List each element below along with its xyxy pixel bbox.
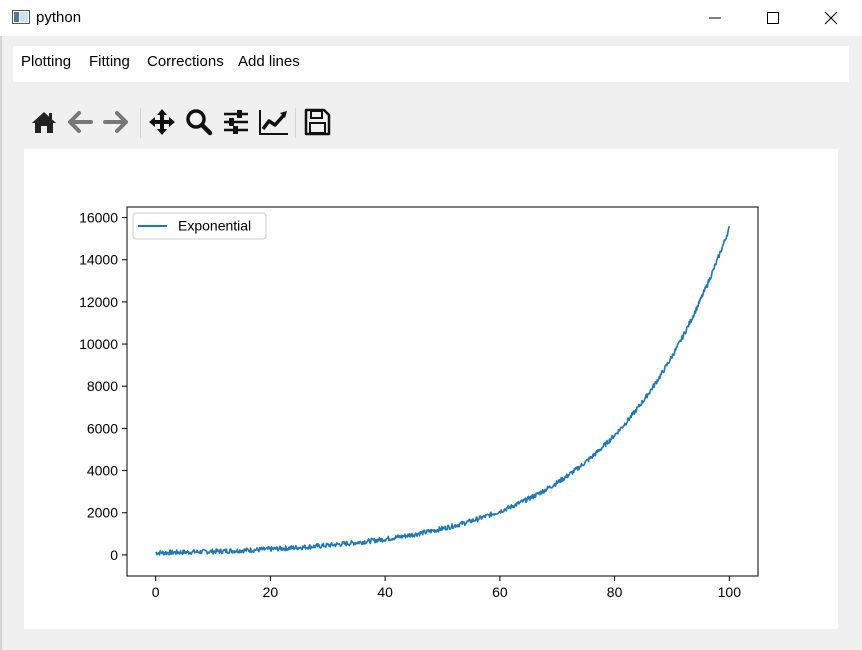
window-border [0,36,2,650]
save-icon [304,108,331,136]
menu-bar: Plotting Fitting Corrections Add lines [13,46,849,82]
y-tick-label: 2000 [87,505,118,521]
legend: Exponential [132,212,267,240]
y-tick-label: 8000 [87,378,118,394]
minimize-icon [709,17,721,19]
y-tick-label: 0 [110,547,118,563]
y-tick-label: 14000 [79,252,118,268]
y-tick-label: 12000 [79,294,118,310]
y-tick-label: 6000 [87,420,118,436]
legend-label: Exponential [178,218,251,234]
plot-canvas[interactable]: 0 2000 4000 6000 8000 10000 12000 14000 16000 0 2… [24,149,838,629]
pan-button[interactable] [145,104,179,140]
pan-icon [149,109,175,135]
maximize-button[interactable] [744,0,802,36]
y-tick-label: 10000 [79,336,118,352]
app-icon [12,10,30,24]
menu-add-lines[interactable]: Add lines [238,53,300,70]
save-button[interactable] [300,104,334,140]
subplots-button[interactable] [219,104,253,140]
legend-box [132,212,267,240]
title-bar: python [0,0,862,36]
y-tick-label: 16000 [79,210,118,226]
forward-button[interactable] [99,104,133,140]
toolbar-separator-2 [295,108,296,138]
back-button[interactable] [63,104,97,140]
edit-axis-icon [259,110,288,135]
back-arrow-icon [68,111,93,133]
zoom-button[interactable] [182,104,216,140]
toolbar-separator [140,108,141,138]
x-tick-label: 60 [492,584,508,600]
x-tick-label: 80 [607,584,623,600]
x-tick-label: 40 [377,584,393,600]
window-title: python [36,9,82,26]
axes-frame [126,206,759,577]
edit-axis-button[interactable] [255,104,289,140]
x-tick-label: 100 [718,584,742,600]
menu-corrections[interactable]: Corrections [147,53,224,70]
zoom-icon [186,109,213,136]
line-chart: 0 2000 4000 6000 8000 10000 12000 14000 16000 0 2… [79,206,759,600]
menu-fitting[interactable]: Fitting [89,53,130,70]
home-button[interactable] [27,104,61,140]
minimize-button[interactable] [686,0,744,36]
maximize-icon [767,12,779,24]
home-icon [32,112,56,133]
series-line-exponential [155,225,731,556]
close-button[interactable] [802,0,860,36]
subplots-icon [224,110,248,134]
x-tick-label: 0 [152,584,160,600]
x-tick-label: 20 [263,584,279,600]
forward-arrow-icon [103,111,128,133]
menu-plotting[interactable]: Plotting [21,53,72,70]
close-icon [824,11,838,25]
y-tick-label: 4000 [87,463,118,479]
